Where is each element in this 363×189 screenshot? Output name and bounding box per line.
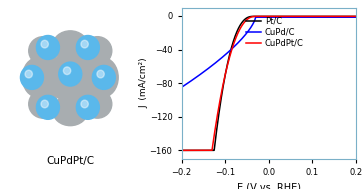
Pt/C [264, 15, 269, 18]
CuPdPt/C [348, 15, 353, 18]
Pt/C [348, 15, 353, 18]
Ellipse shape [23, 57, 54, 97]
Ellipse shape [29, 90, 57, 118]
CuPd/C [179, 86, 184, 88]
CuPdPt/C [260, 15, 264, 18]
CuPd/C [264, 16, 269, 18]
Circle shape [92, 65, 115, 89]
Circle shape [81, 100, 88, 108]
Ellipse shape [83, 37, 112, 65]
CuPdPt/C [188, 149, 192, 152]
Ellipse shape [53, 96, 88, 126]
Pt/C [348, 15, 353, 18]
CuPd/C [253, 16, 258, 18]
CuPdPt/C [354, 15, 358, 18]
Ellipse shape [83, 90, 112, 118]
Line: CuPdPt/C: CuPdPt/C [182, 16, 356, 150]
Ellipse shape [86, 57, 118, 97]
Ellipse shape [45, 54, 96, 101]
Pt/C [179, 149, 184, 152]
CuPdPt/C [264, 15, 269, 18]
Pt/C [354, 15, 358, 18]
Circle shape [36, 95, 60, 119]
CuPd/C [354, 16, 358, 18]
Circle shape [20, 65, 44, 89]
CuPd/C [317, 16, 321, 18]
CuPd/C [188, 80, 192, 82]
Pt/C [251, 15, 256, 18]
Pt/C [260, 15, 264, 18]
CuPd/C [260, 16, 264, 18]
Circle shape [76, 95, 99, 119]
Circle shape [76, 36, 99, 60]
CuPdPt/C [348, 15, 353, 18]
X-axis label: E (V vs. RHE): E (V vs. RHE) [237, 182, 301, 189]
CuPd/C [348, 16, 353, 18]
Line: CuPd/C: CuPd/C [182, 17, 356, 87]
Circle shape [81, 40, 88, 48]
Line: Pt/C: Pt/C [182, 16, 356, 150]
Circle shape [64, 67, 71, 75]
Y-axis label: J  (mA/cm²): J (mA/cm²) [139, 58, 148, 108]
Circle shape [59, 62, 82, 86]
Ellipse shape [53, 31, 88, 61]
Pt/C [188, 149, 192, 152]
Ellipse shape [29, 37, 57, 65]
Text: CuPdPt/C: CuPdPt/C [46, 156, 94, 166]
Circle shape [41, 40, 48, 48]
Legend: Pt/C, CuPd/C, CuPdPt/C: Pt/C, CuPd/C, CuPdPt/C [243, 13, 307, 51]
Circle shape [36, 36, 60, 60]
CuPdPt/C [317, 15, 321, 18]
CuPdPt/C [179, 149, 184, 152]
CuPdPt/C [253, 15, 258, 18]
CuPd/C [348, 16, 353, 18]
Pt/C [317, 15, 321, 18]
Circle shape [97, 70, 104, 78]
Circle shape [25, 70, 32, 78]
Circle shape [41, 100, 48, 108]
